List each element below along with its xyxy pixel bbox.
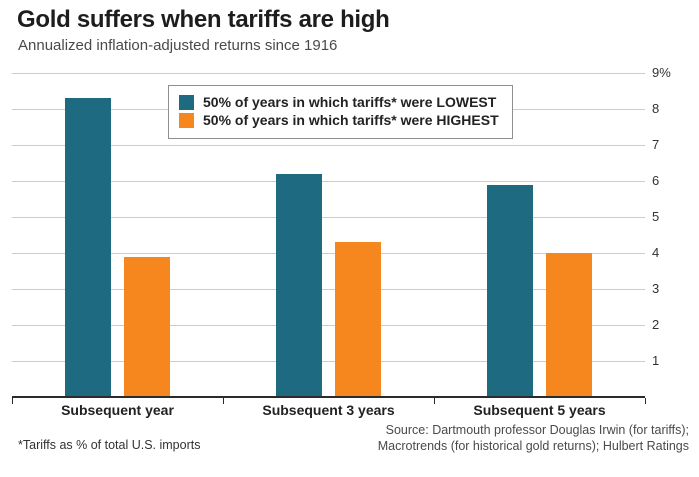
- gridline: [12, 145, 645, 146]
- source-line-2: Macrotrends (for historical gold returns…: [377, 439, 689, 453]
- x-axis-line: [12, 396, 645, 398]
- x-axis-category-label: Subsequent year: [61, 402, 174, 418]
- legend-item: 50% of years in which tariffs* were LOWE…: [179, 94, 499, 110]
- bar-highest-tariffs-2: [335, 242, 381, 397]
- x-axis-tick: [434, 398, 435, 404]
- y-axis-tick-label: 9%: [652, 65, 671, 80]
- gridline: [12, 361, 645, 362]
- y-axis-tick-label: 8: [652, 101, 660, 116]
- gridline: [12, 73, 645, 74]
- y-axis-labels: 9% 8 7 6 5 4 3 2 1: [652, 65, 698, 397]
- y-axis-tick-label: 1: [652, 353, 660, 368]
- x-axis-tick: [223, 398, 224, 404]
- plot-area: 50% of years in which tariffs* were LOWE…: [12, 73, 646, 404]
- bar-lowest-tariffs-2: [276, 173, 322, 397]
- legend-label: 50% of years in which tariffs* were LOWE…: [203, 94, 497, 110]
- bars-container: [12, 73, 645, 397]
- bar-group: [434, 73, 645, 397]
- legend: 50% of years in which tariffs* were LOWE…: [168, 85, 513, 139]
- y-axis-tick-label: 7: [652, 137, 660, 152]
- footnote: *Tariffs as % of total U.S. imports: [18, 438, 201, 452]
- gridline: [12, 253, 645, 254]
- x-axis-category-label: Subsequent 5 years: [473, 402, 606, 418]
- bar-group: [12, 73, 223, 397]
- y-axis-tick-label: 4: [652, 245, 660, 260]
- bar-highest-tariffs-3: [546, 253, 592, 397]
- bar-highest-tariffs-1: [124, 256, 170, 397]
- source-line-1: Source: Dartmouth professor Douglas Irwi…: [385, 423, 689, 437]
- legend-item: 50% of years in which tariffs* were HIGH…: [179, 112, 499, 128]
- gridline: [12, 217, 645, 218]
- bar-lowest-tariffs-1: [65, 98, 111, 397]
- y-axis-tick-label: 5: [652, 209, 660, 224]
- chart-subtitle: Annualized inflation-adjusted returns si…: [18, 37, 338, 54]
- gridline: [12, 181, 645, 182]
- y-axis-tick-label: 6: [652, 173, 660, 188]
- legend-swatch: [179, 112, 194, 128]
- x-axis-tick: [645, 398, 646, 404]
- bar-lowest-tariffs-3: [487, 184, 533, 397]
- y-axis-tick-label: 2: [652, 317, 660, 332]
- gridline: [12, 289, 645, 290]
- bar-group: [223, 73, 434, 397]
- x-axis-category-label: Subsequent 3 years: [262, 402, 395, 418]
- source-credit: Source: Dartmouth professor Douglas Irwi…: [378, 422, 689, 454]
- x-axis-category-labels: Subsequent year Subsequent 3 years Subsequ…: [12, 402, 645, 418]
- legend-swatch: [179, 94, 194, 110]
- legend-label: 50% of years in which tariffs* were HIGH…: [203, 112, 499, 128]
- x-axis-tick: [12, 398, 13, 404]
- y-axis-tick-label: 3: [652, 281, 660, 296]
- gridline: [12, 325, 645, 326]
- chart-title: Gold suffers when tariffs are high: [17, 6, 390, 33]
